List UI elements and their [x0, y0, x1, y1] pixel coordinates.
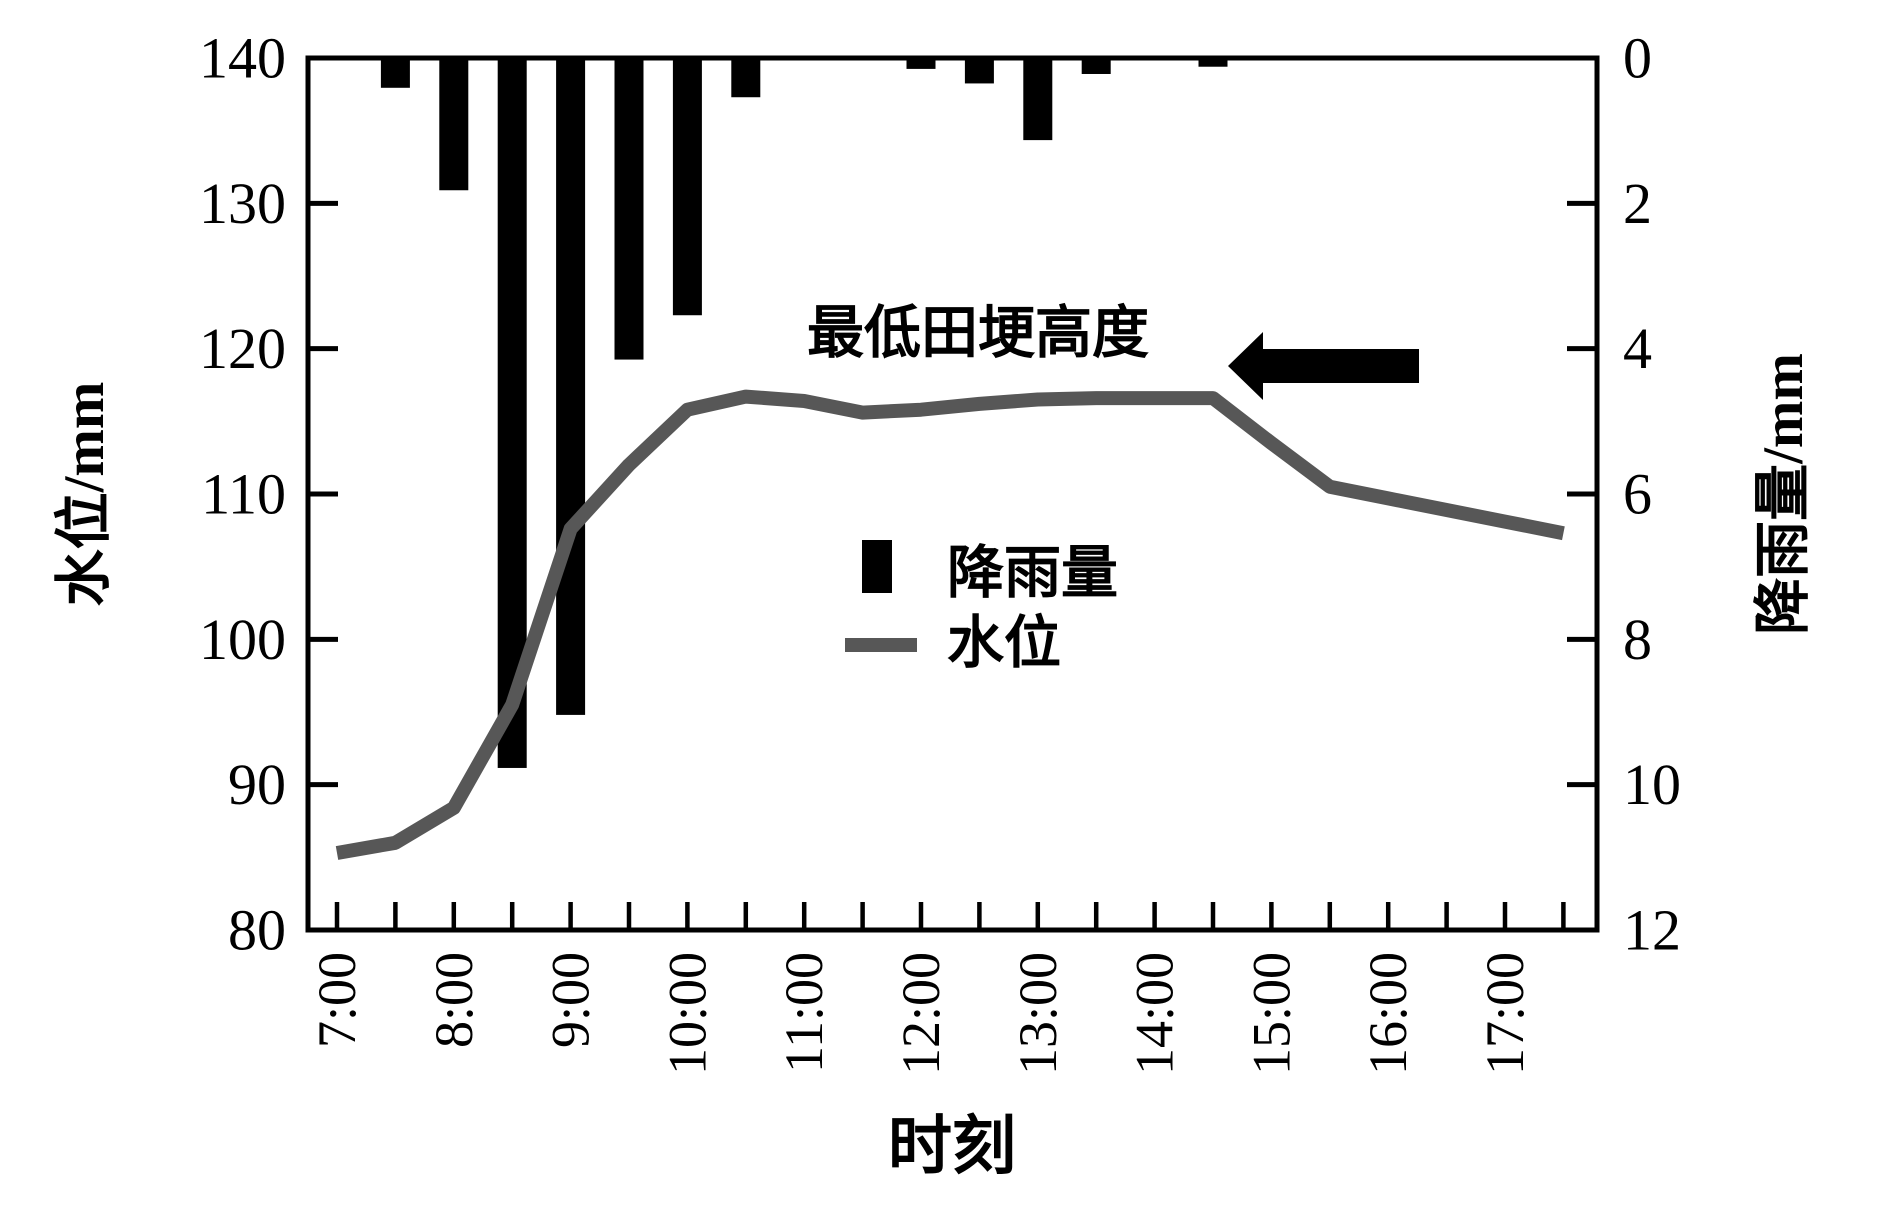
rainfall-bar	[1023, 58, 1053, 141]
x-axis-tick-label: 10:00	[657, 952, 717, 1075]
rainfall-bar	[964, 58, 994, 84]
right-axis-tick-label: 0	[1623, 26, 1652, 91]
right-axis-tick-label: 12	[1623, 898, 1681, 963]
x-axis-tick-label: 16:00	[1358, 952, 1418, 1075]
rainfall-bar	[497, 58, 527, 768]
water-level-line-group	[335, 389, 1565, 860]
x-axis-tick-label: 7:00	[307, 952, 367, 1048]
x-axis-tick-label: 12:00	[891, 952, 951, 1075]
left-axis-tick-label: 90	[228, 752, 286, 817]
rainfall-bar	[1198, 58, 1228, 67]
right-axis-tick-label: 6	[1623, 462, 1652, 527]
left-axis-tick-label: 80	[228, 898, 286, 963]
rainfall-bar	[380, 58, 410, 88]
rainfall-bar	[906, 58, 936, 69]
left-arrow-icon	[1228, 332, 1419, 400]
rainfall-bar	[1081, 58, 1111, 74]
left-axis-tick-label: 110	[201, 462, 286, 527]
left-axis-tick-label: 140	[199, 26, 286, 91]
x-axis-tick-label: 9:00	[541, 952, 601, 1048]
legend: 降雨量 水位	[845, 540, 1118, 675]
left-axis-tick-label: 120	[199, 316, 286, 381]
x-axis-tick-label: 8:00	[424, 952, 484, 1048]
x-axis-tick-label: 15:00	[1241, 952, 1301, 1075]
x-axis-title: 时刻	[888, 1111, 1016, 1182]
left-axis-tick-label: 100	[199, 607, 286, 672]
legend-rainfall-label: 降雨量	[947, 542, 1118, 605]
rainfall-bar	[672, 58, 702, 316]
right-axis-tick-label: 10	[1623, 752, 1681, 817]
rainfall-bar	[731, 58, 761, 98]
left-axis-title: 水位/mm	[53, 382, 116, 607]
rainfall-bar	[439, 58, 469, 191]
x-axis-tick-label: 13:00	[1008, 952, 1068, 1075]
x-axis-tick-label: 17:00	[1475, 952, 1535, 1075]
x-axis-tick-label: 11:00	[774, 952, 834, 1073]
rainfall-bar	[614, 58, 644, 360]
rainfall-bar	[556, 58, 586, 715]
legend-bar-swatch	[862, 540, 892, 593]
right-axis-tick-label: 2	[1623, 171, 1652, 236]
x-axis-tick-label: 14:00	[1125, 952, 1185, 1075]
legend-water-level-label: 水位	[947, 612, 1061, 675]
annotation-min-ridge-height-label: 最低田埂高度	[807, 302, 1149, 365]
water-level-line	[335, 389, 1565, 860]
tick-labels-group: 140 130 120 110 100 90 80 0 2 4 6 8 10 12 7:00 8:00 9:00…	[199, 26, 1681, 1076]
axes-group	[305, 55, 1600, 933]
right-axis-tick-label: 8	[1623, 607, 1652, 672]
right-axis-title: 降雨量/mm	[1752, 353, 1815, 635]
rainfall-bars-group	[380, 58, 1228, 768]
left-axis-tick-label: 130	[199, 171, 286, 236]
right-axis-tick-label: 4	[1623, 316, 1652, 381]
